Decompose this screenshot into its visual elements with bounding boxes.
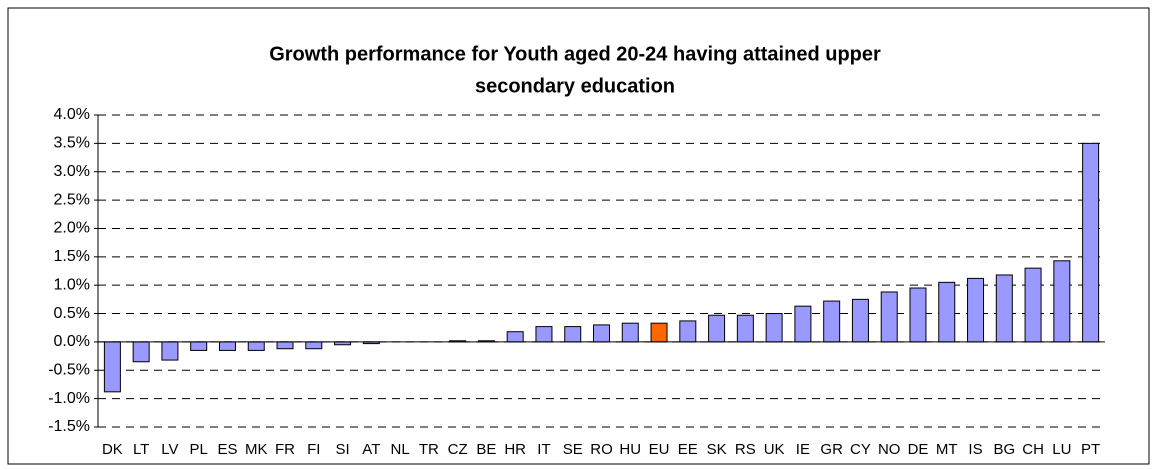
x-tick-label: FR xyxy=(275,441,295,458)
x-tick-label: GR xyxy=(820,441,843,458)
x-tick-label: IT xyxy=(537,441,550,458)
y-tick-label: 3.5% xyxy=(54,135,90,152)
bar xyxy=(967,277,985,343)
x-tick-label: MK xyxy=(245,441,268,458)
x-tick-label: HU xyxy=(619,441,641,458)
bar xyxy=(305,341,323,350)
x-tick-label: EE xyxy=(678,441,698,458)
x-tick-label: IS xyxy=(968,441,982,458)
bar xyxy=(679,320,697,343)
bar xyxy=(794,305,812,343)
x-tick-label: PT xyxy=(1081,441,1100,458)
chart-title: secondary education xyxy=(475,75,675,97)
bar xyxy=(190,341,208,351)
x-tick-label: LT xyxy=(133,441,149,458)
bar xyxy=(132,341,150,363)
bar xyxy=(938,281,956,343)
bar xyxy=(247,341,265,351)
x-tick-label: DE xyxy=(908,441,929,458)
bar xyxy=(736,314,754,343)
x-tick-label: TR xyxy=(419,441,439,458)
bar xyxy=(593,324,610,343)
bar xyxy=(276,341,294,350)
x-tick-label: LU xyxy=(1052,441,1071,458)
bar xyxy=(621,322,639,343)
bar xyxy=(1053,260,1071,343)
x-tick-label: BE xyxy=(476,441,496,458)
x-tick-label: DK xyxy=(102,441,123,458)
y-tick-label: 1.5% xyxy=(54,248,90,265)
x-tick-label: NL xyxy=(391,441,410,458)
x-tick-label: BG xyxy=(993,441,1015,458)
y-tick-label: 2.5% xyxy=(54,191,90,208)
bar xyxy=(103,341,121,393)
bar xyxy=(1024,267,1042,343)
y-tick-label: -1.0% xyxy=(48,390,90,407)
x-tick-label: CZ xyxy=(448,441,468,458)
x-tick-label: FI xyxy=(307,441,320,458)
bar xyxy=(765,313,783,343)
x-tick-label: SE xyxy=(563,441,583,458)
y-tick-label: 4.0% xyxy=(54,106,90,123)
x-tick-label: AT xyxy=(362,441,380,458)
bar xyxy=(535,326,553,343)
x-tick-label: PL xyxy=(190,441,208,458)
x-tick-label: RO xyxy=(590,441,613,458)
bar xyxy=(650,322,668,343)
x-tick-label: IE xyxy=(796,441,810,458)
x-tick-label: NO xyxy=(878,441,901,458)
x-tick-label: ES xyxy=(217,441,237,458)
x-tick-label: SK xyxy=(707,441,727,458)
bar xyxy=(995,274,1013,343)
x-tick-label: CY xyxy=(850,441,871,458)
bar xyxy=(506,331,524,343)
title-backdrop xyxy=(185,35,960,105)
y-tick-label: 0.5% xyxy=(54,305,90,322)
x-tick-label: LV xyxy=(161,441,178,458)
bar xyxy=(218,341,236,351)
bar xyxy=(851,298,869,343)
bar xyxy=(161,341,179,361)
x-tick-label: CH xyxy=(1022,441,1044,458)
bar xyxy=(880,291,898,343)
x-tick-label: EU xyxy=(649,441,670,458)
x-tick-label: RS xyxy=(735,441,756,458)
bar xyxy=(823,300,841,343)
y-tick-label: -0.5% xyxy=(48,361,90,378)
x-tick-label: UK xyxy=(764,441,785,458)
x-tick-label: MT xyxy=(936,441,958,458)
bar xyxy=(909,287,927,343)
x-tick-label: SI xyxy=(335,441,349,458)
bar xyxy=(1082,142,1100,343)
y-tick-label: 0.0% xyxy=(54,333,90,350)
y-tick-label: 1.0% xyxy=(54,276,90,293)
bar xyxy=(564,326,582,343)
y-tick-label: 2.0% xyxy=(54,220,90,237)
y-tick-label: -1.5% xyxy=(48,418,90,435)
bar xyxy=(708,314,726,343)
x-tick-label: HR xyxy=(504,441,526,458)
chart-title: Growth performance for Youth aged 20-24 … xyxy=(269,43,881,65)
y-tick-label: 3.0% xyxy=(54,163,90,180)
